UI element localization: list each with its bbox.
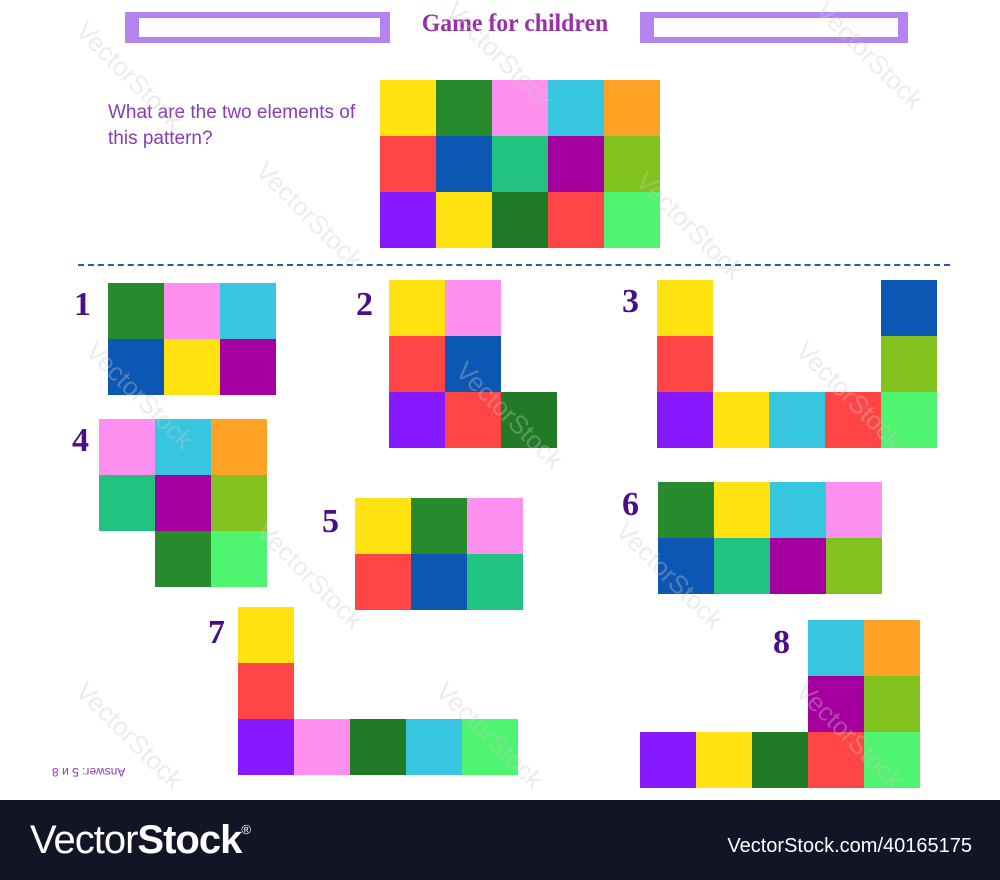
- option-cell: [238, 607, 294, 663]
- option-cell: [462, 719, 518, 775]
- option-cell: [467, 498, 523, 554]
- option-cell: [752, 732, 808, 788]
- option-cell: [658, 538, 714, 594]
- option-cell: [99, 419, 155, 475]
- option-cell: [770, 482, 826, 538]
- header-bar-right: [640, 12, 908, 43]
- option-cell: [808, 620, 864, 676]
- option-cell: [467, 554, 523, 610]
- pattern-cell: [492, 192, 548, 248]
- option-cell: [406, 719, 462, 775]
- option-cell: [881, 280, 937, 336]
- option-cell: [211, 419, 267, 475]
- option-cell: [714, 482, 770, 538]
- option-cell: [713, 392, 769, 448]
- option-cell: [411, 554, 467, 610]
- pattern-cell: [380, 80, 436, 136]
- option-cell: [164, 283, 220, 339]
- option-cell: [108, 339, 164, 395]
- option-cell: [881, 392, 937, 448]
- option-cell: [657, 280, 713, 336]
- pattern-cell: [548, 192, 604, 248]
- vectorstock-logo: VectorStock®: [30, 818, 251, 862]
- option-cell: [696, 732, 752, 788]
- option-cell: [220, 283, 276, 339]
- pattern-cell: [548, 80, 604, 136]
- pattern-cell: [436, 80, 492, 136]
- option-cell: [355, 498, 411, 554]
- option-cell: [657, 336, 713, 392]
- option-cell: [389, 392, 445, 448]
- option-number-6: 6: [622, 486, 639, 523]
- option-cell: [238, 663, 294, 719]
- answer-text: Answer: 5 и 8: [52, 765, 126, 779]
- option-cell: [445, 336, 501, 392]
- option-cell: [826, 482, 882, 538]
- page-title: Game for children: [421, 10, 609, 37]
- option-cell: [501, 392, 557, 448]
- option-cell: [389, 336, 445, 392]
- option-cell: [155, 531, 211, 587]
- option-cell: [99, 475, 155, 531]
- option-cell: [658, 482, 714, 538]
- option-number-8: 8: [773, 624, 790, 661]
- option-cell: [640, 732, 696, 788]
- option-cell: [769, 392, 825, 448]
- option-cell: [294, 719, 350, 775]
- option-cell: [389, 280, 445, 336]
- pattern-cell: [604, 136, 660, 192]
- pattern-cell: [492, 80, 548, 136]
- pattern-cell: [380, 136, 436, 192]
- option-cell: [211, 475, 267, 531]
- option-cell: [657, 392, 713, 448]
- footer-bar: VectorStock® VectorStock.com/40165175: [0, 800, 1000, 880]
- option-cell: [864, 676, 920, 732]
- option-cell: [808, 676, 864, 732]
- option-cell: [220, 339, 276, 395]
- option-cell: [164, 339, 220, 395]
- option-cell: [808, 732, 864, 788]
- option-cell: [108, 283, 164, 339]
- option-cell: [155, 419, 211, 475]
- option-cell: [445, 392, 501, 448]
- pattern-cell: [380, 192, 436, 248]
- question-text: What are the two elements of this patter…: [108, 102, 356, 149]
- option-cell: [355, 554, 411, 610]
- option-cell: [211, 531, 267, 587]
- option-number-1: 1: [74, 286, 91, 323]
- dashed-divider: [78, 264, 950, 266]
- pattern-cell: [548, 136, 604, 192]
- pattern-cell: [492, 136, 548, 192]
- footer-url: VectorStock.com/40165175: [727, 835, 972, 857]
- pattern-cell: [436, 136, 492, 192]
- option-number-2: 2: [356, 286, 373, 323]
- option-cell: [238, 719, 294, 775]
- watermark: VectorStock: [250, 155, 370, 275]
- option-number-4: 4: [72, 422, 89, 459]
- header-bar-left: [125, 12, 390, 43]
- option-cell: [350, 719, 406, 775]
- pattern-cell: [604, 80, 660, 136]
- option-cell: [825, 392, 881, 448]
- option-number-5: 5: [322, 503, 339, 540]
- pattern-cell: [436, 192, 492, 248]
- option-number-7: 7: [208, 614, 225, 651]
- option-cell: [155, 475, 211, 531]
- option-cell: [770, 538, 826, 594]
- option-cell: [881, 336, 937, 392]
- option-cell: [826, 538, 882, 594]
- option-number-3: 3: [622, 283, 639, 320]
- option-cell: [864, 732, 920, 788]
- option-cell: [864, 620, 920, 676]
- option-cell: [445, 280, 501, 336]
- pattern-cell: [604, 192, 660, 248]
- option-cell: [411, 498, 467, 554]
- option-cell: [714, 538, 770, 594]
